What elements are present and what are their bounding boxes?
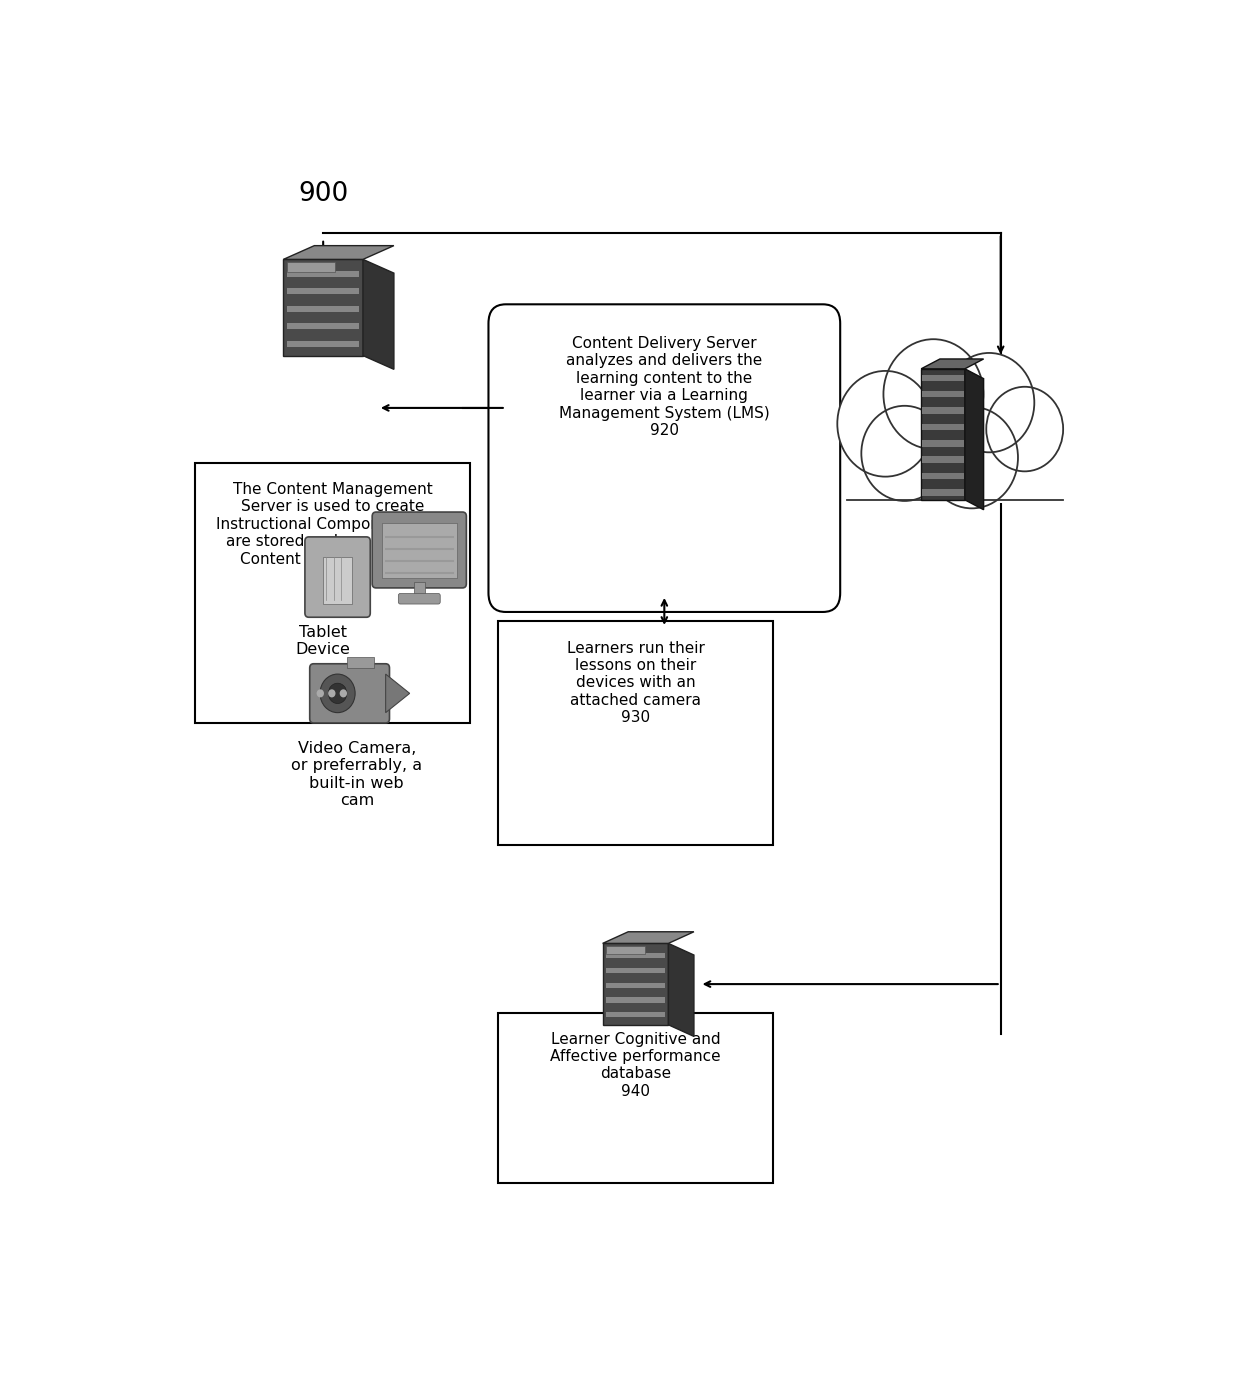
Bar [603, 943, 668, 1024]
Text: 900: 900 [298, 181, 348, 207]
Text: The Content Management
Server is used to create
Instructional Components that
ar: The Content Management Server is used to… [216, 482, 449, 601]
Circle shape [926, 406, 1018, 508]
FancyBboxPatch shape [310, 663, 389, 724]
FancyBboxPatch shape [372, 512, 466, 588]
Circle shape [986, 387, 1063, 471]
Bar [324, 557, 352, 604]
FancyBboxPatch shape [489, 305, 841, 612]
Bar [288, 306, 360, 312]
Text: Tablet
Device: Tablet Device [295, 625, 351, 658]
FancyBboxPatch shape [398, 593, 440, 604]
Polygon shape [921, 358, 983, 369]
Polygon shape [965, 369, 983, 509]
Circle shape [316, 689, 324, 697]
Bar [347, 656, 374, 669]
Polygon shape [284, 246, 394, 259]
Bar [921, 369, 965, 500]
Bar [923, 489, 963, 496]
Bar [923, 424, 963, 430]
Circle shape [883, 339, 983, 449]
FancyBboxPatch shape [196, 463, 470, 724]
FancyBboxPatch shape [305, 537, 371, 618]
Bar [606, 953, 665, 958]
Bar [382, 523, 456, 578]
Circle shape [862, 406, 947, 501]
Bar [923, 441, 963, 446]
Bar [288, 270, 360, 277]
Bar [606, 1012, 665, 1017]
FancyBboxPatch shape [498, 1013, 773, 1184]
Bar [288, 262, 335, 272]
Polygon shape [668, 943, 694, 1037]
Circle shape [837, 371, 934, 476]
Bar [923, 472, 963, 479]
Bar [288, 341, 360, 347]
Circle shape [329, 689, 336, 697]
Text: Learners run their
lessons on their
devices with an
attached camera
930: Learners run their lessons on their devi… [567, 640, 704, 725]
Circle shape [329, 684, 347, 703]
Polygon shape [386, 674, 409, 713]
Bar [923, 456, 963, 463]
Bar [606, 968, 665, 973]
Bar [606, 946, 645, 954]
Bar [288, 288, 360, 294]
Circle shape [944, 353, 1034, 452]
Bar [284, 259, 363, 356]
Bar [606, 997, 665, 1002]
Bar [842, 439, 1044, 503]
Circle shape [340, 689, 347, 697]
Polygon shape [603, 932, 694, 943]
Bar [413, 582, 425, 600]
Polygon shape [363, 259, 394, 369]
Bar [923, 408, 963, 413]
Bar [606, 983, 665, 987]
Circle shape [320, 674, 355, 713]
Text: Video Camera,
or preferrably, a
built-in web
cam: Video Camera, or preferrably, a built-in… [291, 741, 423, 809]
Bar [288, 323, 360, 330]
Text: Content Delivery Server
analyzes and delivers the
learning content to the
learne: Content Delivery Server analyzes and del… [559, 336, 770, 438]
FancyBboxPatch shape [498, 622, 773, 844]
Bar [923, 375, 963, 382]
Bar [923, 391, 963, 397]
Text: Learner Cognitive and
Affective performance
database
940: Learner Cognitive and Affective performa… [551, 1031, 720, 1098]
